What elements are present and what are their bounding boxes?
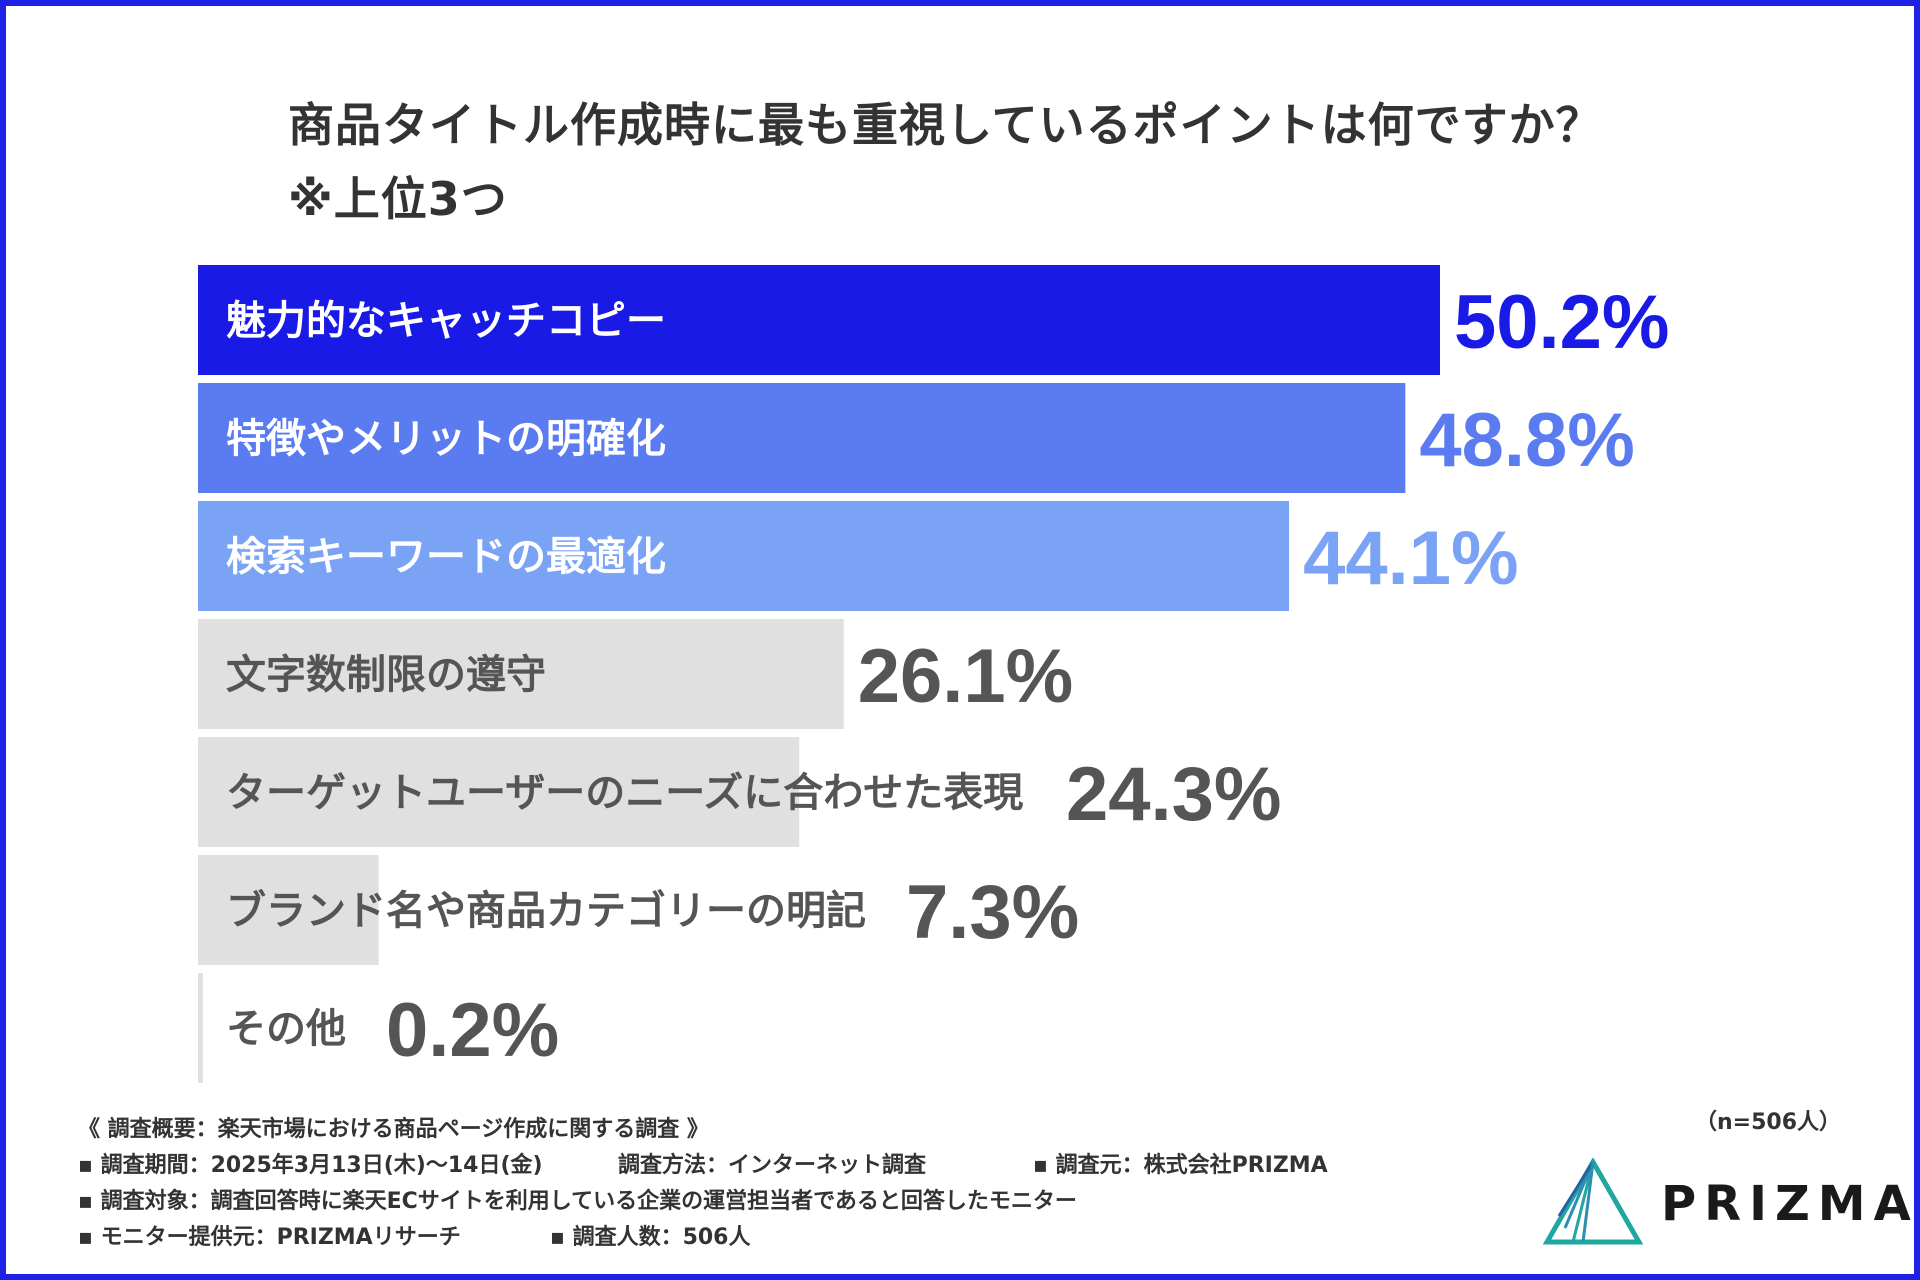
survey-count-note: ▪ 調査人数：506人	[550, 1225, 751, 1250]
category-label-7: その他	[226, 1006, 346, 1052]
bar-7	[198, 973, 203, 1083]
category-label-6: ブランド名や商品カテゴリーの明記	[226, 888, 866, 934]
prizma-logo: PRIZMA	[1543, 1158, 1911, 1248]
sample-size: （n=506人）	[1695, 1110, 1842, 1135]
survey-target-note: ▪ 調査対象：調査回答時に楽天ECサイトを利用している企業の運営担当者であると回…	[78, 1189, 1077, 1214]
bar-1	[198, 265, 1440, 375]
logo-text: PRIZMA	[1661, 1176, 1919, 1232]
chart-title: 商品タイトル作成時に最も重視しているポイントは何ですか？ ※上位3つ	[288, 88, 1603, 236]
category-label-3: 検索キーワードの最適化	[226, 534, 666, 580]
survey-source-note: ▪ 調査元：株式会社PRIZMA	[1033, 1153, 1328, 1178]
value-label-7: 0.2%	[386, 988, 559, 1073]
bar-4	[198, 619, 844, 729]
value-label-1: 50.2%	[1454, 280, 1670, 365]
category-label-2: 特徴やメリットの明確化	[226, 416, 666, 462]
bar-3	[198, 501, 1290, 611]
value-label-3: 44.1%	[1303, 516, 1519, 601]
chart-title-line1: 商品タイトル作成時に最も重視しているポイントは何ですか？	[288, 98, 1603, 152]
value-label-5: 24.3%	[1066, 752, 1282, 837]
category-label-4: 文字数制限の遵守	[226, 652, 546, 698]
chart-title-line2: ※上位3つ	[288, 172, 508, 226]
category-label-1: 魅力的なキャッチコピー	[226, 298, 666, 344]
category-label-5: ターゲットユーザーのニーズに合わせた表現	[226, 770, 1023, 816]
survey-method-note: 調査方法：インターネット調査	[618, 1153, 927, 1178]
bar-5	[198, 737, 800, 847]
value-label-6: 7.3%	[906, 870, 1079, 955]
prism-triangle-icon	[1543, 1158, 1643, 1245]
value-label-4: 26.1%	[858, 634, 1073, 719]
bar-2	[198, 383, 1406, 493]
value-label-2: 48.8%	[1419, 398, 1635, 483]
survey-title-note: 《 調査概要：楽天市場における商品ページ作成に関する調査 》	[78, 1117, 709, 1142]
survey-provider-note: ▪ モニター提供元：PRIZMAリサーチ	[78, 1225, 461, 1250]
bar-6	[198, 855, 379, 965]
survey-period-note: ▪ 調査期間：2025年3月13日(木)〜14日(金)	[78, 1153, 543, 1178]
